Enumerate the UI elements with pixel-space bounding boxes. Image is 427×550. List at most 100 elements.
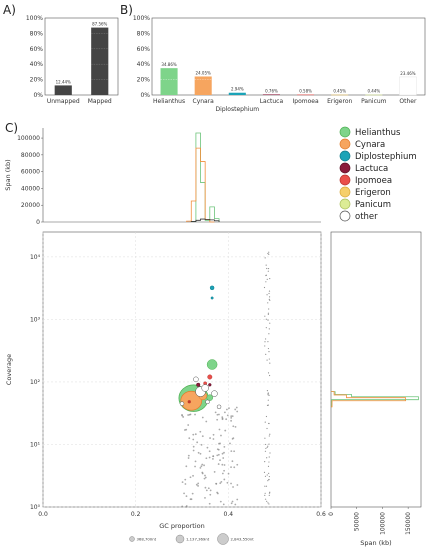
scatter-point <box>265 443 267 446</box>
scatter-point <box>209 285 215 291</box>
x-tick-label: 0.6 <box>316 511 326 518</box>
y-tick-label: 10¹ <box>30 441 41 448</box>
x-tick-label: Ipomoea <box>292 98 318 105</box>
scatter-point <box>221 472 224 475</box>
size-legend-label: 1,137,369nt <box>186 537 210 542</box>
scatter-point <box>208 383 212 387</box>
scatter-point <box>234 425 237 428</box>
scatter-point <box>201 435 204 438</box>
size-legend-marker <box>217 533 229 545</box>
x-axis-title: Span (kb) <box>360 539 391 547</box>
scatter-point <box>212 458 214 460</box>
legend-item: Erigeron <box>339 186 391 198</box>
data-label: 2.94% <box>231 87 244 92</box>
legend-item: other <box>339 210 378 222</box>
scatter-point <box>220 480 223 483</box>
scatter-point <box>218 413 220 416</box>
scatter-point <box>266 500 268 502</box>
scatter-point <box>265 281 267 283</box>
scatter-point <box>267 347 270 350</box>
scatter-point <box>266 446 268 449</box>
scatter-point <box>231 460 234 463</box>
scatter-point <box>219 459 221 462</box>
scatter-point <box>230 450 233 452</box>
scatter-point <box>264 492 266 494</box>
scatter-point <box>269 491 271 493</box>
series-line <box>186 147 215 223</box>
scatter-point <box>216 492 219 495</box>
scatter-point <box>268 443 270 445</box>
scatter-point <box>267 394 269 396</box>
scatter-point <box>201 463 204 466</box>
scatter-point <box>197 451 200 454</box>
scatter-point <box>201 384 209 392</box>
chart-b: 0% 20% 40% 60% 80% 100% 34.86% Helianthus 24.05%… <box>133 15 426 113</box>
scatter-point <box>269 362 271 364</box>
scatter-point <box>214 411 217 414</box>
y-tick-label: 40000 <box>21 185 40 192</box>
scatter-point <box>185 428 188 431</box>
scatter-point <box>216 413 219 416</box>
scatter-point <box>220 434 222 437</box>
x-tick-label: Mapped <box>88 98 112 105</box>
panel-b-label: B) <box>120 3 133 17</box>
scatter-point <box>201 471 204 474</box>
scatter-point <box>264 494 266 496</box>
legend-item: Diplostephium <box>339 150 417 162</box>
x-tick-label: Unmapped <box>47 98 80 105</box>
x-tick-label: Other <box>399 98 417 105</box>
x-tick-label: Panicum <box>361 98 387 105</box>
x-tick-label: Erigeron <box>327 98 352 105</box>
series-line <box>331 391 419 408</box>
scatter-point <box>199 452 202 455</box>
scatter-point <box>207 487 210 490</box>
scatter-point <box>232 425 235 428</box>
scatter-point <box>203 464 205 467</box>
scatter-point <box>181 414 184 417</box>
scatter-point <box>269 322 271 324</box>
scatter-point <box>230 415 233 418</box>
scatter-point <box>267 252 269 255</box>
chart-c-top-histogram: 0 20000 40000 60000 80000 100000 Span (kb) <box>4 128 321 226</box>
x-tick-label: Helianthus <box>153 98 185 105</box>
y-tick-label: 0 <box>36 219 40 226</box>
scatter-point <box>192 474 194 477</box>
scatter-point <box>268 296 271 298</box>
scatter-point <box>196 441 199 444</box>
scatter-point <box>268 472 270 474</box>
scatter-point <box>221 452 224 455</box>
legend-item: Helianthus <box>339 126 401 138</box>
scatter-point <box>265 447 267 450</box>
scatter-point <box>219 500 222 503</box>
data-label: 0.44% <box>367 89 380 94</box>
plot-frame <box>42 231 322 508</box>
y-tick-label: 60% <box>137 46 151 53</box>
scatter-point <box>267 341 269 343</box>
x-tick-label: 0 <box>328 512 335 516</box>
scatter-point <box>204 496 206 499</box>
x-tick-label: 150000 <box>405 512 412 535</box>
scatter-point <box>196 382 201 387</box>
legend-marker <box>339 126 351 138</box>
scatter-point <box>233 466 236 469</box>
scatter-point <box>193 376 199 383</box>
plot-frame <box>330 231 422 508</box>
scatter-point <box>265 327 267 329</box>
scatter-point <box>264 498 267 500</box>
legend-marker <box>339 210 351 222</box>
scatter-point <box>230 482 232 485</box>
scatter-point <box>218 442 220 445</box>
scatter-point <box>268 394 270 397</box>
bar <box>91 27 109 96</box>
scatter-point <box>211 390 218 397</box>
legend-label: other <box>355 212 378 222</box>
data-label: 87.56% <box>92 22 107 27</box>
scatter-point <box>226 408 228 411</box>
scatter-point <box>265 353 267 355</box>
scatter-point <box>190 498 193 501</box>
scatter-point <box>184 478 187 481</box>
scatter-point <box>206 394 214 401</box>
data-label: 0.58% <box>299 89 312 94</box>
scatter-point <box>207 374 213 380</box>
scatter-point <box>234 503 237 506</box>
